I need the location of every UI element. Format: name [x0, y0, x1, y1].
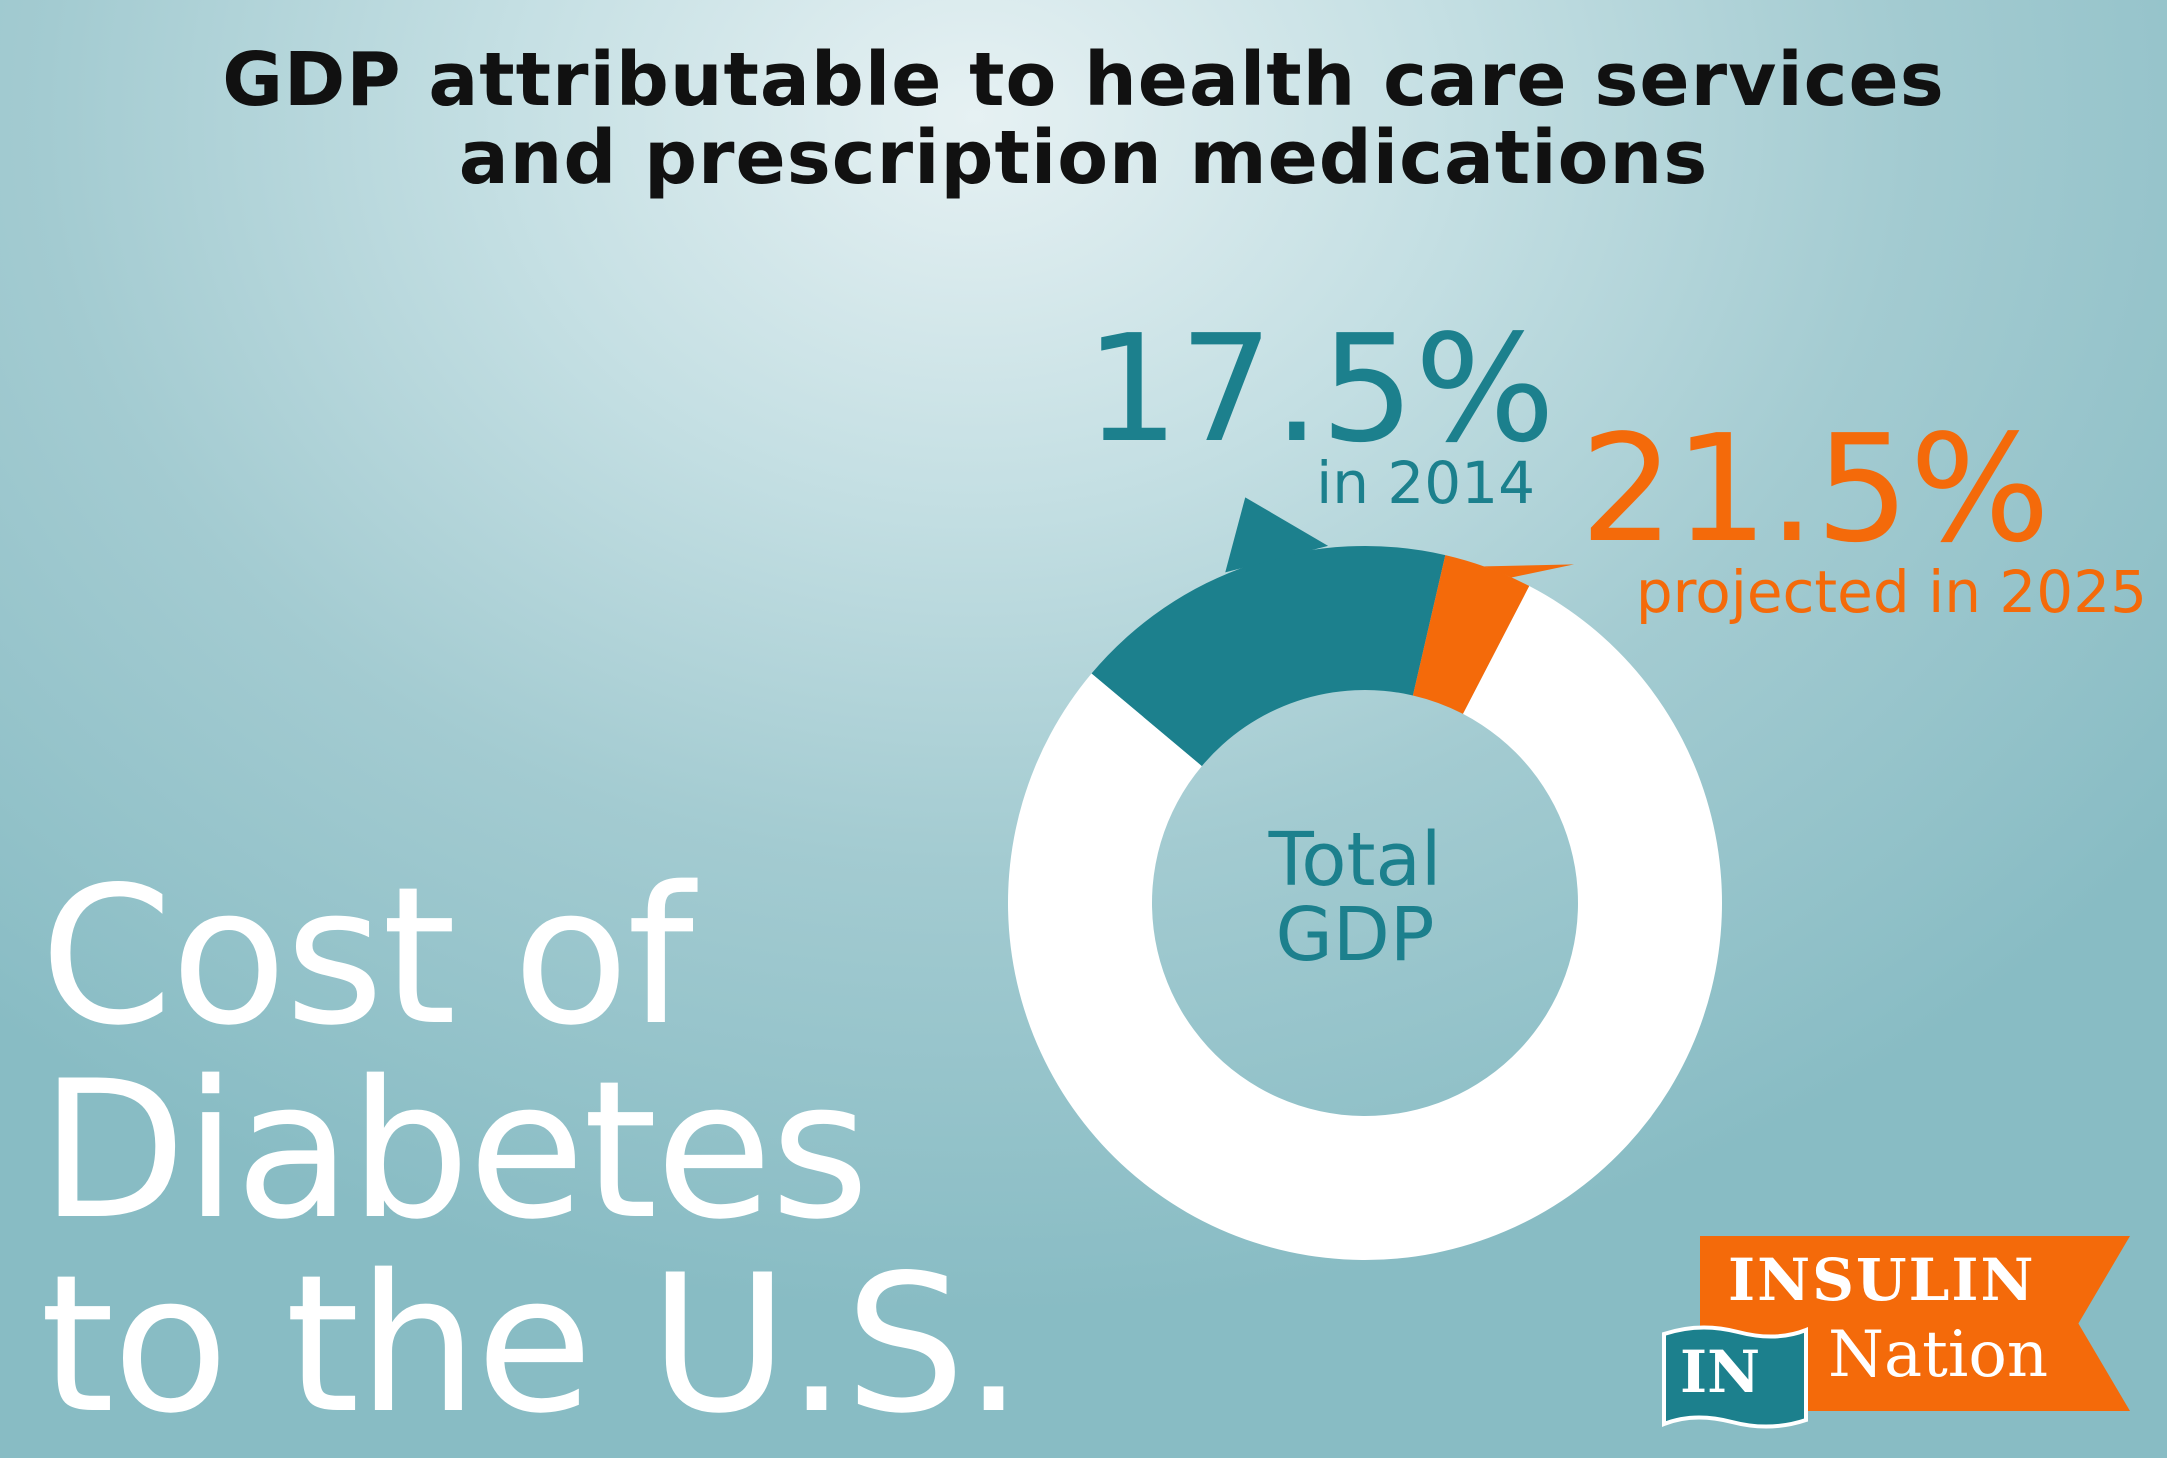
slice-2014-teal: [1091, 546, 1446, 767]
insulin-nation-logo: INSULIN Nation IN: [1660, 1236, 2130, 1436]
headline: Cost of Diabetes to the U.S.: [40, 846, 1024, 1455]
teal-slice-arrow: [1225, 497, 1329, 573]
logo-mark-in: IN: [1680, 1338, 1761, 1406]
slice-remaining-gdp-white: [1007, 586, 1722, 1260]
headline-line-3: to the U.S.: [40, 1234, 1024, 1455]
orange-slice-arrow: [1484, 564, 1575, 578]
center-label-total: Total: [1268, 817, 1442, 903]
teal-slice-value-label: 17.5%: [1085, 303, 1555, 475]
chart-title: GDP attributable to health care services…: [60, 37, 2107, 201]
headline-line-1: Cost of: [40, 846, 694, 1067]
slice-2025-increase-orange: [1412, 555, 1530, 714]
orange-slice-value-label: 21.5%: [1580, 403, 2050, 575]
chart-title-line-1: GDP attributable to health care services: [222, 37, 1945, 123]
teal-slice-sublabel: in 2014: [1316, 449, 1535, 517]
headline-line-2: Diabetes: [40, 1040, 869, 1261]
chart-title-line-2: and prescription medications: [458, 114, 1709, 201]
donut-slices: [1007, 546, 1722, 1260]
logo-word-insulin: INSULIN: [1728, 1246, 2036, 1314]
logo-word-nation: Nation: [1828, 1318, 2049, 1392]
logo-flag-icon: [1662, 1325, 1808, 1429]
orange-slice-sublabel: projected in 2025: [1636, 558, 2147, 626]
center-label-gdp: GDP: [1276, 892, 1435, 978]
